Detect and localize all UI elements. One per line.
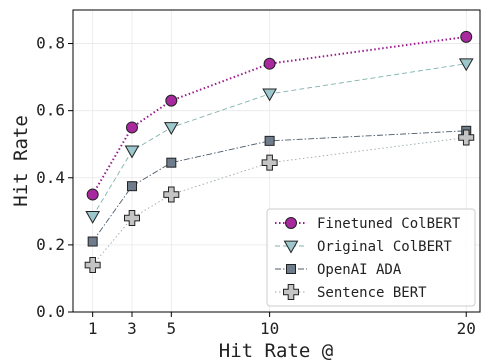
series-line: [92, 137, 467, 266]
legend-label: Sentence BERT: [317, 285, 427, 301]
data-point: [123, 210, 140, 227]
data-point: [460, 30, 473, 43]
legend-marker: [286, 264, 296, 274]
x-tick-label: 5: [166, 319, 176, 338]
legend-entry: Sentence BERT: [275, 284, 427, 301]
x-tick-label: 3: [127, 319, 137, 338]
data-point: [84, 257, 101, 274]
data-point: [163, 122, 179, 135]
y-axis-title: Hit Rate: [10, 115, 32, 207]
x-tick-label: 10: [260, 319, 279, 338]
data-point: [264, 135, 275, 146]
data-point: [124, 145, 140, 159]
data-point: [85, 210, 101, 224]
legend-entry: Original ColBERT: [275, 239, 452, 255]
legend-marker: [283, 284, 299, 300]
data-point: [166, 157, 177, 168]
legend-entry: Finetuned ColBERT: [275, 216, 461, 232]
y-tick-label: 0.6: [36, 101, 65, 120]
series-line: [91, 35, 467, 196]
legend-label: Original ColBERT: [317, 239, 452, 255]
series-2: [85, 58, 474, 224]
series-group: [84, 30, 475, 274]
series-1: [86, 30, 473, 201]
plot-frame: [72, 9, 481, 313]
legend-marker: [283, 240, 299, 254]
x-axis-title: Hit Rate @: [219, 340, 333, 360]
y-tick-label: 0.2: [36, 235, 65, 254]
data-point: [126, 181, 137, 192]
y-tick-label: 0.0: [36, 302, 65, 321]
axis-ticks: 1 3 5 10 20 0.0 0.2 0.4 0.6 0.8: [36, 34, 476, 338]
data-point: [165, 94, 178, 107]
legend: Finetuned ColBERT Original ColBERT OpenAI …: [266, 208, 476, 307]
x-tick-label: 1: [88, 319, 98, 338]
data-point: [87, 236, 98, 247]
legend-entry: OpenAI ADA: [275, 262, 402, 278]
data-point: [86, 188, 99, 201]
series-4: [84, 129, 475, 274]
series-line: [92, 130, 467, 242]
legend-label: OpenAI ADA: [317, 262, 402, 278]
data-point: [458, 129, 475, 146]
y-tick-label: 0.8: [36, 34, 65, 53]
data-point: [163, 186, 180, 203]
data-point: [458, 58, 474, 72]
legend-box: [266, 208, 476, 307]
x-tick-label: 20: [457, 319, 476, 338]
y-tick-label: 0.4: [36, 168, 65, 187]
legend-label: Finetuned ColBERT: [317, 216, 461, 232]
data-point: [125, 121, 138, 134]
data-point: [262, 88, 277, 102]
data-point: [263, 57, 276, 70]
legend-marker: [285, 217, 297, 229]
data-point: [261, 154, 278, 171]
